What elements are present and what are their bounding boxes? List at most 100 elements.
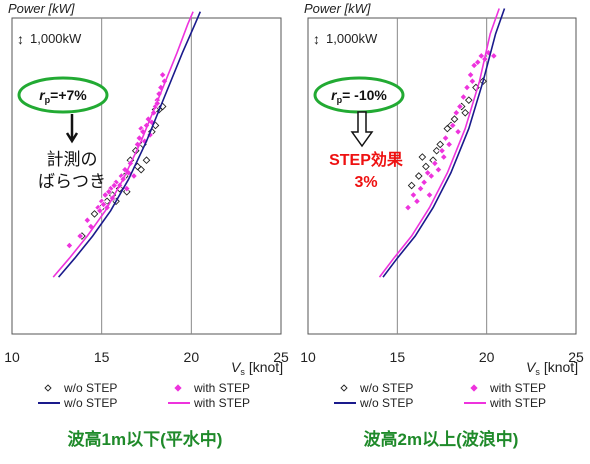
data-point (454, 128, 462, 136)
data-point (130, 172, 138, 180)
data-point (438, 147, 446, 155)
data-point (110, 181, 118, 190)
data-point (436, 140, 445, 149)
x-tick-label: 25 (273, 349, 289, 365)
series-line (378, 8, 500, 278)
data-point (418, 153, 427, 161)
x-axis-sub: s (535, 367, 540, 377)
x-axis-label: Vs [knot] (231, 359, 283, 377)
data-point (150, 109, 158, 117)
updown-arrow-icon: ↕ (17, 31, 24, 47)
x-axis-unit: [knot] (544, 359, 578, 375)
data-point (456, 102, 464, 111)
chart-panel-1: Power [kW] ↕ 1,000kW 10 15 20 25 Vs [knot] rp=+7%… (4, 1, 289, 449)
x-tick-label: 15 (390, 349, 406, 365)
legend-marker-diamond (340, 384, 348, 392)
y-axis-label: Power [kW] (8, 1, 75, 16)
data-point (450, 115, 459, 123)
data-point (159, 71, 167, 79)
x-tick-label: 20 (479, 349, 495, 365)
rp-sub: p (337, 95, 343, 105)
legend-marker-diamond (44, 384, 52, 392)
data-point (441, 134, 450, 142)
data-point (452, 109, 460, 117)
data-point (449, 121, 457, 130)
data-point (422, 162, 430, 171)
data-point (490, 52, 498, 60)
rp-value: = -10% (342, 87, 387, 103)
data-point (90, 210, 99, 218)
rp-sub: p (45, 95, 51, 105)
chart-caption: 波高1m以下(平水中) (68, 429, 223, 449)
rp-value: =+7% (50, 87, 87, 103)
plot-area (11, 17, 282, 335)
annotation-line: STEP効果 (329, 150, 403, 169)
data-point (407, 181, 416, 190)
legend-label: with STEP (489, 381, 546, 395)
series-line (382, 8, 506, 278)
series-line (57, 11, 202, 278)
data-point (420, 178, 428, 186)
data-point (464, 96, 473, 104)
legend-marker-diamond (470, 384, 478, 392)
chart-panel-2: Power [kW] ↕ 1,000kW 10 15 20 25 Vs [knot] rp= -1… (300, 1, 584, 449)
x-tick-label: 15 (94, 349, 110, 365)
x-tick-label: 20 (184, 349, 200, 365)
data-point (105, 188, 113, 196)
x-axis-sub: s (240, 367, 245, 377)
data-point (83, 216, 91, 224)
x-tick-label: 10 (4, 349, 20, 365)
data-point (461, 108, 470, 117)
data-point (413, 197, 421, 205)
legend-label: w/o STEP (359, 381, 413, 395)
data-point (440, 153, 448, 161)
data-point (99, 200, 108, 209)
annotation-line: 計測の (47, 150, 98, 169)
x-axis-var: V (231, 359, 242, 375)
data-point (96, 207, 104, 215)
data-point (463, 83, 471, 92)
data-point (434, 166, 443, 174)
legend-label: w/o STEP (63, 381, 117, 395)
down-arrow-icon (65, 114, 79, 144)
scale-note: 1,000kW (30, 31, 82, 46)
rp-label: rp=+7% (39, 87, 87, 105)
rp-prefix: r (331, 87, 338, 103)
data-point (425, 191, 434, 199)
data-point (468, 77, 476, 85)
plot-area (307, 17, 577, 335)
legend-label: with STEP (193, 381, 250, 395)
scale-note: 1,000kW (326, 31, 378, 46)
data-point (459, 93, 468, 101)
legend-label: with STEP (193, 396, 250, 410)
data-point (445, 140, 453, 149)
updown-arrow-icon: ↕ (313, 31, 320, 47)
chart-caption: 波高2m以上(波浪中) (364, 429, 519, 449)
hollow-down-arrow-icon (350, 111, 374, 148)
annotation-line: 3% (354, 174, 377, 191)
data-point (431, 159, 439, 167)
series-line (52, 11, 194, 278)
data-point (416, 185, 425, 193)
data-point (414, 172, 423, 180)
annotation-line: ばらつき (38, 172, 106, 191)
x-axis-var: V (526, 359, 537, 375)
data-point (135, 134, 143, 142)
x-tick-label: 25 (568, 349, 584, 365)
x-axis-unit: [knot] (249, 359, 283, 375)
legend-label: w/o STEP (359, 396, 413, 410)
x-axis-label: Vs [knot] (526, 359, 578, 377)
legend-marker-diamond (174, 384, 182, 392)
data-point (427, 172, 435, 180)
data-point (409, 191, 418, 199)
y-axis-label: Power [kW] (304, 1, 371, 16)
data-point (466, 71, 475, 79)
x-tick-label: 10 (300, 349, 316, 365)
data-point (474, 58, 482, 66)
data-point (76, 232, 84, 240)
data-point (404, 203, 412, 212)
data-point (121, 166, 129, 174)
rp-ellipse (17, 76, 109, 114)
data-point (142, 156, 151, 165)
